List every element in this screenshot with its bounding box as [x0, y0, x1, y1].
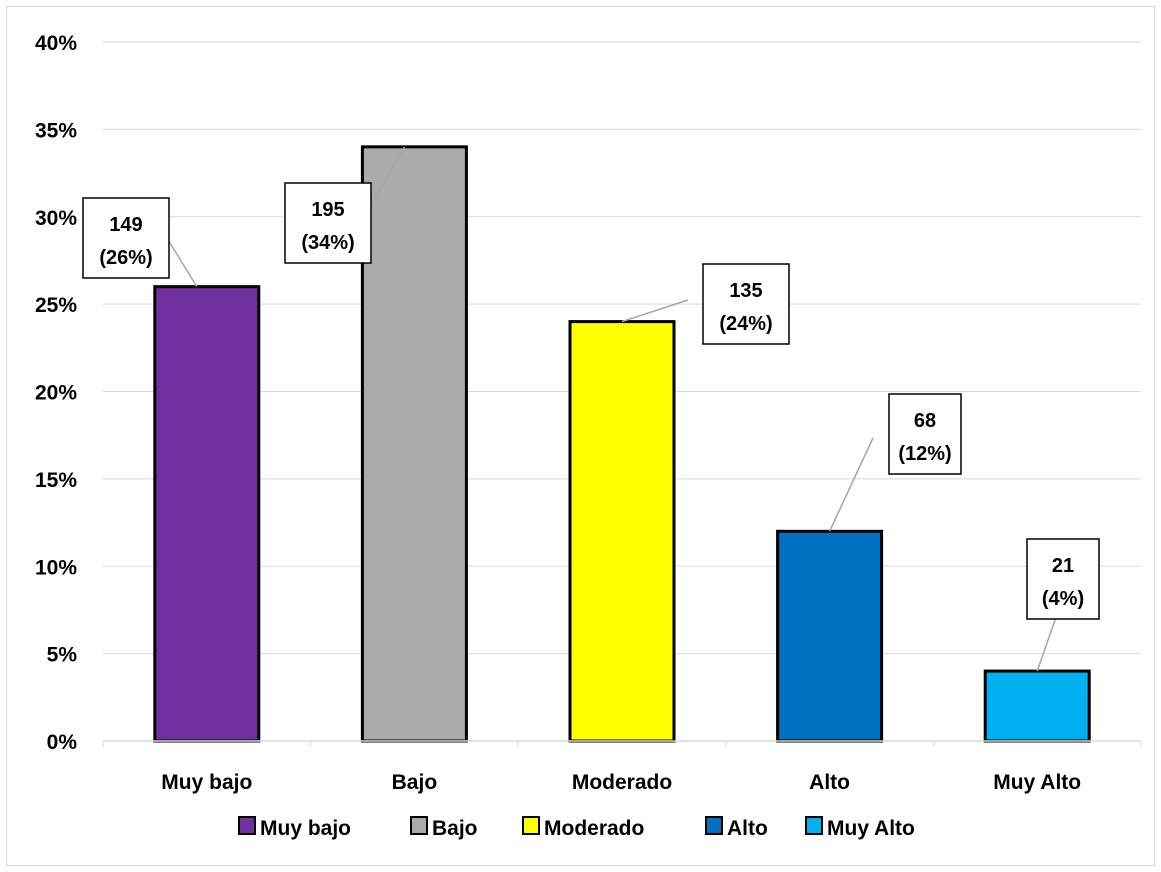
y-tick-label: 10% [35, 556, 77, 579]
x-axis [102, 740, 1142, 747]
data-label-box [1026, 538, 1100, 620]
x-category-label: Bajo [392, 771, 438, 794]
legend-swatch [705, 816, 723, 835]
y-axis-tick-labels: 0% 5% 10% 15% 20% 25% 30% 35% 40% [35, 32, 77, 754]
legend-item: Muy Alto [805, 816, 915, 840]
x-category-label: Alto [809, 771, 850, 794]
legend-swatch [410, 816, 428, 835]
legend-swatch [238, 816, 256, 835]
y-tick-label: 15% [35, 469, 77, 492]
legend-label: Bajo [432, 817, 478, 840]
leader-line [621, 299, 689, 323]
data-label-percent: (12%) [898, 443, 951, 465]
legend-label: Alto [727, 817, 768, 840]
legend-label: Moderado [544, 817, 644, 840]
data-label-box [284, 182, 372, 264]
x-category-label: Muy bajo [161, 771, 252, 794]
y-tick-label: 30% [35, 207, 77, 230]
bar-moderado [568, 320, 676, 743]
legend-item: Muy bajo [238, 816, 351, 840]
x-category-label: Moderado [572, 771, 672, 794]
legend-label: Muy Alto [827, 817, 915, 840]
y-tick-label: 20% [35, 382, 77, 405]
y-tick-label: 35% [35, 119, 77, 142]
chart-frame: 0% 5% 10% 15% 20% 25% 30% 35% 40% Muy bajo Bajo Mo… [6, 6, 1155, 866]
bar-bajo [360, 145, 468, 743]
bar-alto [776, 529, 884, 743]
leader-line [828, 437, 874, 532]
data-label-count: 135 [729, 280, 762, 302]
y-tick-label: 5% [47, 644, 78, 667]
data-labels: 149 (26%) 195 (34%) 135 (24%) 68 (12%) 21 (4%) [82, 146, 1100, 672]
data-label-percent: (24%) [719, 313, 772, 335]
data-label-percent: (4%) [1042, 588, 1084, 610]
x-category-label: Muy Alto [993, 771, 1081, 794]
y-tick-label: 40% [35, 32, 77, 55]
x-axis-category-labels: Muy bajo Bajo Moderado Alto Muy Alto [161, 771, 1081, 794]
data-label-count: 149 [109, 214, 142, 236]
data-label-box [888, 393, 962, 475]
bars [153, 145, 1091, 743]
legend-label: Muy bajo [260, 817, 351, 840]
legend-item: Bajo [410, 816, 478, 840]
data-label-percent: (26%) [99, 247, 152, 269]
legend-swatch [522, 816, 540, 835]
data-label-percent: (34%) [301, 232, 354, 254]
data-label-count: 21 [1052, 555, 1074, 577]
data-label-box [82, 197, 170, 279]
y-tick-label: 25% [35, 294, 77, 317]
legend-item: Moderado [522, 816, 644, 840]
data-label-count: 195 [311, 199, 344, 221]
legend-swatch [805, 816, 823, 835]
data-label-box [702, 263, 790, 345]
bar-chart: 0% 5% 10% 15% 20% 25% 30% 35% 40% Muy bajo Bajo Mo… [35, 32, 1142, 840]
data-label-count: 68 [914, 410, 936, 432]
bar-muy-alto [983, 669, 1091, 743]
bar-muy-bajo [153, 285, 261, 743]
y-tick-label: 0% [47, 731, 78, 754]
legend-item: Alto [705, 816, 768, 840]
legend: Muy bajo Bajo Moderado Alto Muy Alto [238, 816, 915, 840]
